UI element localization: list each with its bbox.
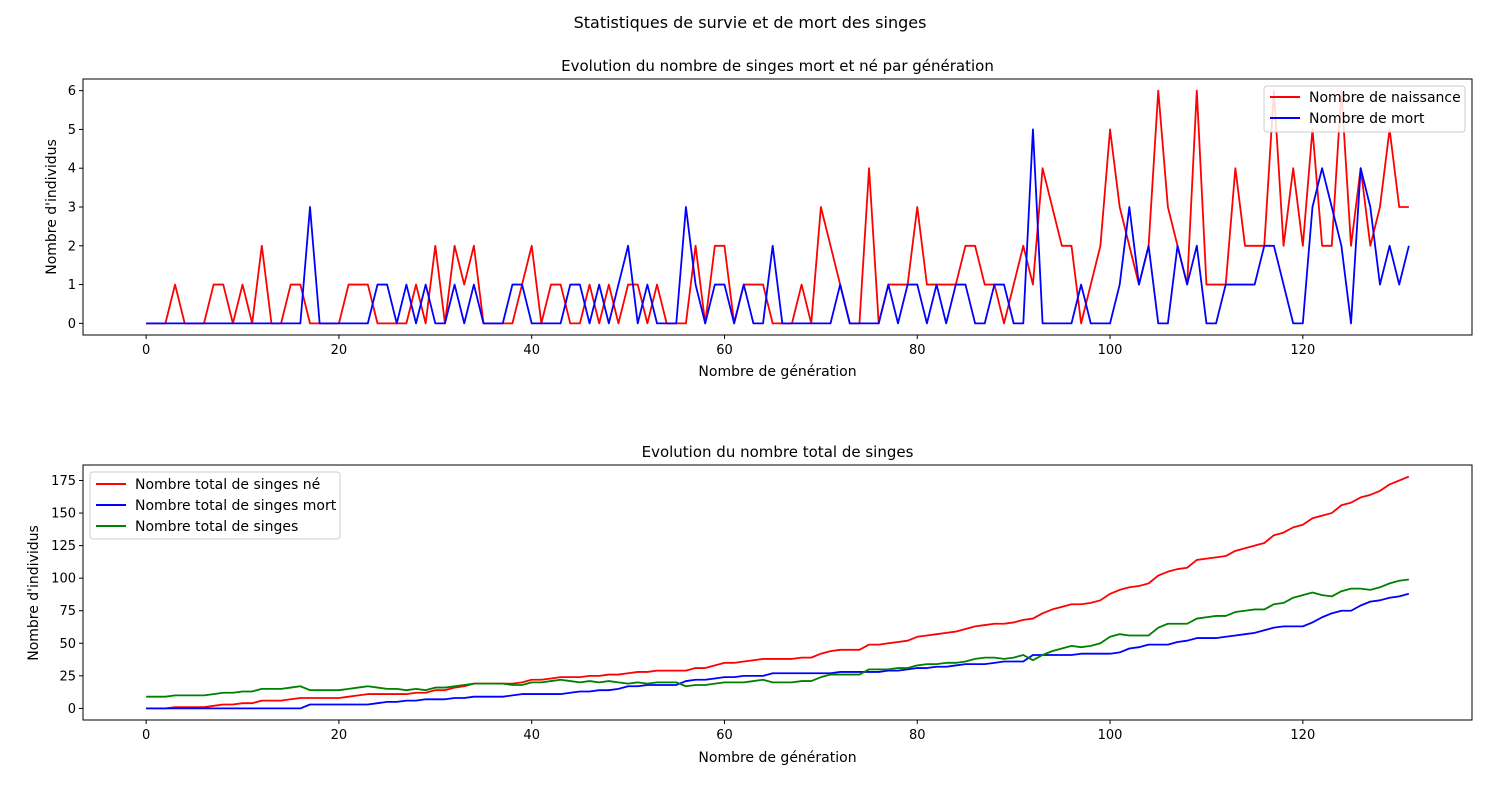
y-tick-label: 125 [51,539,76,554]
chart-2-ylabel: Nombre d'individus [26,525,42,661]
chart-1-title: Evolution du nombre de singes mort et né… [561,57,994,75]
chart-totals: Evolution du nombre total de singes 0 20 4… [26,443,1473,766]
chart-2-legend-box [89,471,341,540]
x-tick-label: 40 [523,728,540,743]
y-tick-label: 25 [59,669,76,684]
y-tick-label: 0 [68,702,76,717]
y-tick-label: 175 [51,474,76,489]
chart-2-lines [146,475,1410,710]
x-tick-label: 80 [909,343,926,358]
y-tick-label: 3 [68,201,76,216]
chart-1-ylabel: Nombre d'individus [44,139,60,275]
x-tick-label: 20 [331,343,348,358]
chart-2-frame [82,464,1473,721]
y-tick-label: 2 [68,239,76,254]
chart-1-legend: Nombre de naissance Nombre de mort [1263,85,1466,133]
y-tick-label: 50 [59,637,76,652]
y-tick-label: 100 [51,572,76,587]
y-tick-label: 150 [51,507,76,522]
x-tick-label: 80 [909,728,926,743]
x-tick-label: 120 [1290,728,1315,743]
legend-label-total-mort: Nombre total de singes mort [135,498,337,514]
series-line-1-2 [146,578,1409,698]
x-tick-label: 60 [716,343,733,358]
chart-births-deaths: Evolution du nombre de singes mort et né… [44,57,1473,380]
chart-2-axes: 0 20 40 60 80 100 120 0 25 50 75 100 125 150 175 [51,474,1315,743]
x-tick-label: 100 [1098,343,1123,358]
x-tick-label: 0 [142,343,150,358]
y-tick-label: 6 [68,84,76,99]
chart-1-legend-box [1263,85,1466,133]
figure-title: Statistiques de survie et de mort des si… [574,13,927,32]
chart-1-xlabel: Nombre de génération [698,364,856,380]
legend-label-naissance: Nombre de naissance [1309,90,1461,106]
x-tick-label: 60 [716,728,733,743]
chart-2-title: Evolution du nombre total de singes [642,443,914,461]
y-tick-label: 1 [68,278,76,293]
y-tick-label: 5 [68,123,76,138]
chart-1-frame [82,78,1473,336]
legend-label-mort: Nombre de mort [1309,111,1425,127]
chart-1-lines [146,89,1410,325]
chart-1-axes: 0 20 40 60 80 100 120 0 1 2 3 4 5 6 [68,84,1316,358]
x-tick-label: 40 [523,343,540,358]
y-tick-label: 0 [68,317,76,332]
x-tick-label: 120 [1290,343,1315,358]
series-line-0-0 [146,89,1409,325]
chart-2-xlabel: Nombre de génération [698,750,856,766]
x-tick-label: 100 [1098,728,1123,743]
series-line-1-0 [146,475,1410,710]
series-line-0-1 [146,128,1410,325]
y-tick-label: 75 [59,604,76,619]
series-line-1-1 [146,592,1410,710]
legend-label-total: Nombre total de singes [135,519,298,535]
chart-2-legend: Nombre total de singes né Nombre total d… [89,471,341,540]
x-tick-label: 20 [331,728,348,743]
x-tick-label: 0 [142,728,150,743]
y-tick-label: 4 [68,162,76,177]
legend-label-total-ne: Nombre total de singes né [135,477,320,493]
